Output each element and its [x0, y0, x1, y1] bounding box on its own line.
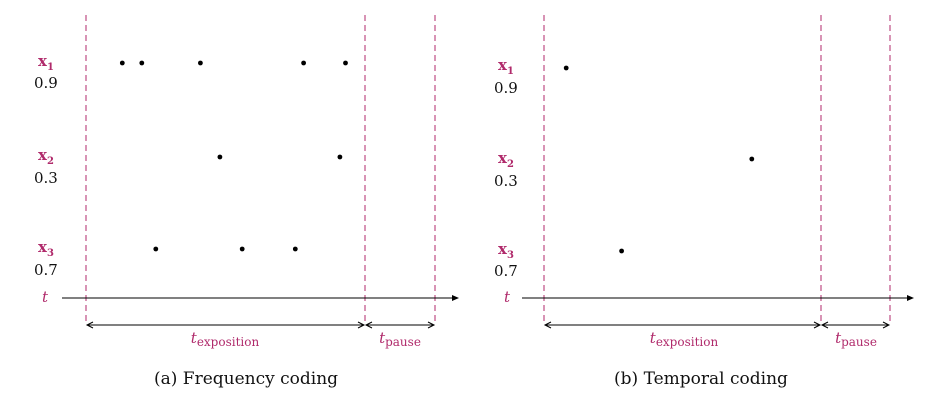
arrow-tip-left — [85, 321, 94, 329]
pause-label: tpause — [379, 329, 421, 349]
spike-group — [563, 65, 755, 254]
arrow-tip-left — [364, 321, 373, 329]
time-axis-label: t — [504, 288, 511, 306]
row-value-x1: 0.9 — [494, 79, 518, 97]
spike-dot — [749, 156, 755, 162]
panel-frequency-coding: x1 0.9 x2 0.3 x3 0.7 t texposition tpaus… — [34, 15, 459, 389]
row-label-x1: x1 — [38, 52, 54, 73]
panel-caption: (b) Temporal coding — [614, 369, 788, 389]
panel-caption: (a) Frequency coding — [154, 369, 338, 389]
spike-dot — [563, 65, 569, 71]
spike-dot — [217, 154, 223, 160]
time-axis-label: t — [42, 288, 49, 306]
row-value-x1: 0.9 — [34, 74, 58, 92]
spike-dot — [239, 246, 245, 252]
arrow-tip-right — [882, 321, 891, 329]
spike-dot — [153, 246, 159, 252]
spike-dot — [292, 246, 298, 252]
spike-dot — [337, 154, 343, 160]
pause-label: tpause — [835, 329, 877, 349]
spike-dot — [343, 60, 348, 66]
row-label-x3: x3 — [38, 238, 54, 259]
row-value-x3: 0.7 — [34, 261, 58, 279]
spike-dot — [119, 60, 125, 66]
exposition-label: texposition — [650, 329, 719, 349]
row-value-x2: 0.3 — [494, 172, 518, 190]
spike-dot — [619, 248, 624, 254]
spike-dot — [198, 60, 203, 66]
row-label-x2: x2 — [38, 146, 54, 167]
time-axis-arrowhead — [907, 295, 914, 301]
arrow-tip-right — [427, 321, 436, 329]
arrow-tip-left — [543, 321, 552, 329]
spike-group — [119, 60, 348, 252]
arrow-tip-right — [813, 321, 822, 329]
arrow-tip-left — [820, 321, 829, 329]
spike-dot — [139, 60, 145, 66]
panel-temporal-coding: x1 0.9 x2 0.3 x3 0.7 t texposition tpaus… — [494, 15, 914, 389]
row-value-x3: 0.7 — [494, 262, 518, 280]
row-label-x2: x2 — [498, 149, 514, 170]
row-label-x1: x1 — [498, 56, 514, 77]
row-label-x3: x3 — [498, 240, 514, 261]
spike-dot — [301, 60, 306, 66]
time-axis-arrowhead — [452, 295, 459, 301]
exposition-label: texposition — [191, 329, 260, 349]
row-value-x2: 0.3 — [34, 169, 58, 187]
arrow-tip-right — [357, 321, 366, 329]
